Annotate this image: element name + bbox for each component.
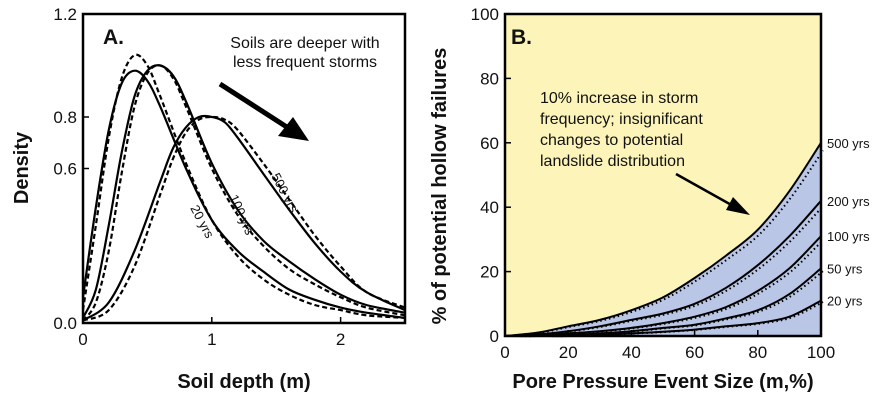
panel-b-label: B. [511, 26, 532, 49]
panel-b-line-500-yrs [504, 142, 822, 337]
panel-b-annotation-line3: changes to potential [540, 132, 683, 149]
panel-b-dotted-500-yrs [506, 149, 824, 337]
panel-b-shaded-band [505, 142, 821, 336]
panel-b-x-tick-label: 20 [559, 343, 578, 362]
panel-b-line-100-yrs [504, 235, 822, 337]
panel-a-series-100-yrs-dashed [82, 64, 406, 322]
panel-a-ticks: 0 1 2 0.0 0.6 0.8 1.2 [53, 5, 345, 349]
panel-b-annotation-line2: frequency; insignificant [540, 111, 703, 128]
panel-b-frame [503, 12, 823, 338]
panel-a-y-tick-label: 1.2 [53, 5, 77, 24]
panel-b-line-label-200-yrs: 200 yrs [827, 194, 870, 209]
panel-a-x-axis-label: Soil depth (m) [177, 371, 310, 393]
panel-a-annotation-line1: Soils are deeper with [230, 35, 379, 52]
panel-b-line-labels: 500 yrs 200 yrs 100 yrs 50 yrs 20 yrs [827, 136, 870, 309]
panel-b-line-label-20-yrs: 20 yrs [827, 294, 863, 309]
panel-b-x-tick-label: 60 [685, 343, 704, 362]
panel-b-y-tick-label: 40 [480, 198, 499, 217]
panel-b-arrow [675, 172, 750, 215]
panel-b-y-tick-label: 0 [490, 327, 499, 346]
panel-b-dotted-50-yrs [506, 270, 824, 338]
panel-b-area-chart: 0 20 40 60 80 100 0 20 40 60 80 100 B. 10% increase… [429, 5, 870, 393]
panel-a-plot-area [83, 14, 405, 323]
panel-b-dotted-200-yrs [506, 205, 824, 337]
panel-a-y-axis-label: Density [11, 131, 33, 204]
panel-a-curves [81, 53, 406, 322]
panel-a-series-500-yrs-dashed [82, 115, 406, 322]
panel-b-y-tick-label: 60 [480, 134, 499, 153]
panel-a-density-chart: 0 1 2 0.0 0.6 0.8 1.2 A. Soils are deeper with… [11, 5, 407, 393]
panel-a-x-tick-label: 1 [207, 330, 216, 349]
panel-b-ticks: 0 20 40 60 80 100 0 20 40 60 80 100 [471, 5, 836, 362]
panel-b-line-label-50-yrs: 50 yrs [827, 261, 863, 276]
panel-b-x-axis-label: Pore Pressure Event Size (m,%) [512, 371, 813, 393]
panel-b-x-tick-label: 100 [807, 343, 835, 362]
panel-a-y-tick-label: 0.0 [53, 314, 77, 333]
panel-a-x-tick-label: 2 [336, 330, 345, 349]
panel-b-x-tick-label: 40 [622, 343, 641, 362]
panel-b-line-label-500-yrs: 500 yrs [827, 136, 870, 151]
panel-a-arrow [218, 81, 309, 141]
panel-a-y-tick-label: 0.6 [53, 160, 77, 179]
panel-a-label: A. [103, 26, 124, 49]
panel-b-x-tick-label: 80 [748, 343, 767, 362]
panel-b-dotted-20-yrs [507, 301, 824, 338]
panel-b-x-tick-label: 0 [500, 343, 509, 362]
panel-a-y-tick-label: 0.8 [53, 108, 77, 127]
panel-b-bands [505, 142, 821, 336]
panel-b-annotation-line4: landslide distribution [540, 153, 685, 170]
panel-b-y-axis-label: % of potential hollow failures [429, 48, 451, 325]
panel-b-y-tick-label: 100 [471, 5, 499, 24]
panel-a-x-tick-label: 0 [78, 330, 87, 349]
panel-b-y-tick-label: 80 [480, 69, 499, 88]
panel-a-series-20-yrs-dashed [81, 53, 406, 319]
panel-b-line-200-yrs [504, 200, 822, 337]
panel-b-y-tick-label: 20 [480, 263, 499, 282]
panel-b-dotted-100-yrs [506, 239, 824, 337]
panel-a-series-100-yrs-solid [81, 64, 406, 319]
panel-a-annotation-line2: less frequent storms [233, 54, 377, 71]
panel-b-annotation-line1: 10% increase in storm [540, 90, 698, 107]
panel-b-line-label-100-yrs: 100 yrs [827, 229, 870, 244]
